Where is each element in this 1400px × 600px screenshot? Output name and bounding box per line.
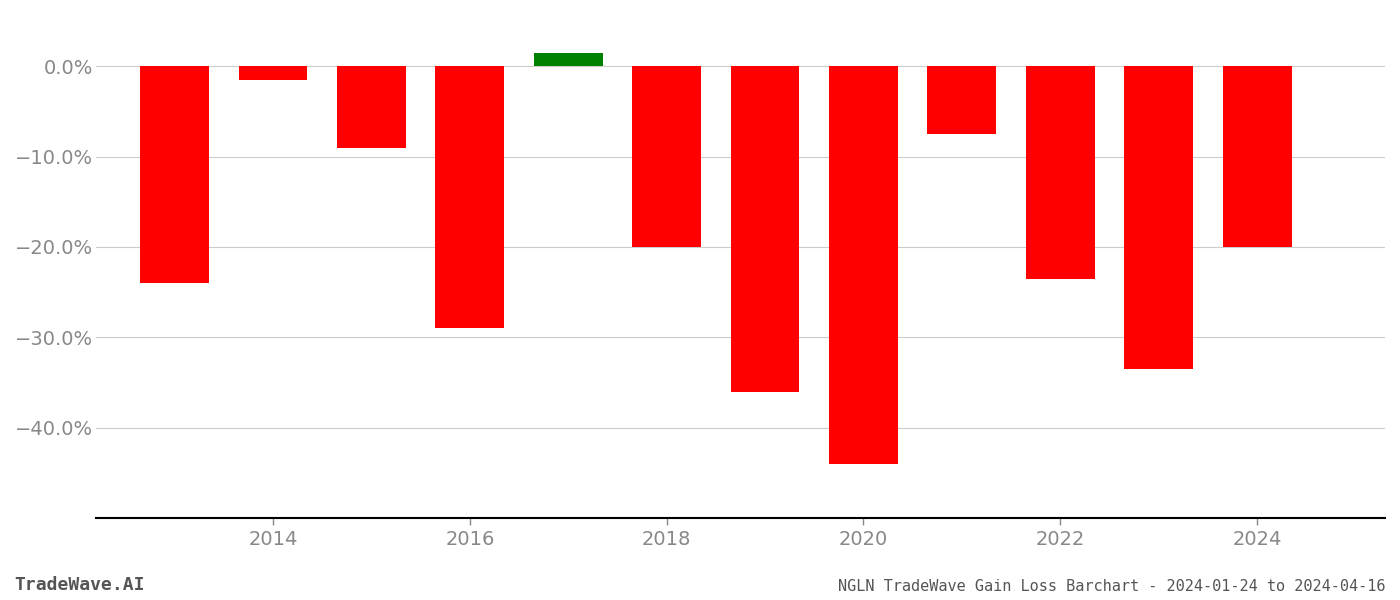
Bar	[1222, 66, 1292, 247]
Bar	[337, 66, 406, 148]
Bar	[533, 53, 602, 66]
Bar	[238, 66, 308, 80]
Bar	[435, 66, 504, 328]
Bar	[829, 66, 897, 464]
Bar	[731, 66, 799, 392]
Text: NGLN TradeWave Gain Loss Barchart - 2024-01-24 to 2024-04-16: NGLN TradeWave Gain Loss Barchart - 2024…	[839, 579, 1386, 594]
Bar	[633, 66, 701, 247]
Bar	[140, 66, 209, 283]
Bar	[927, 66, 997, 134]
Bar	[1124, 66, 1193, 369]
Text: TradeWave.AI: TradeWave.AI	[14, 576, 144, 594]
Bar	[1026, 66, 1095, 278]
